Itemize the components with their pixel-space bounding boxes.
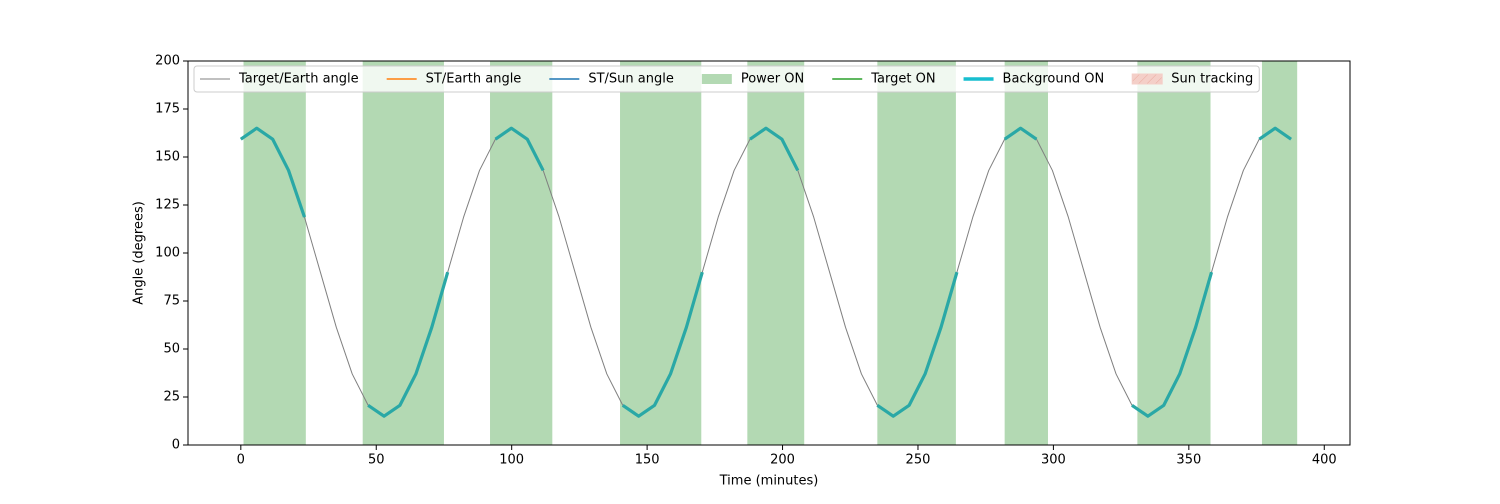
legend-label: Power ON (741, 72, 804, 87)
power-span (243, 61, 306, 445)
x-tick-label: 250 (906, 453, 931, 468)
legend-swatch (1131, 73, 1163, 85)
y-tick-label: 50 (163, 342, 180, 357)
x-tick-label: 0 (237, 453, 245, 468)
y-tick-label: 125 (155, 198, 180, 213)
plot-area (239, 61, 1298, 445)
power-span (1137, 61, 1211, 445)
x-tick-label: 300 (1041, 453, 1066, 468)
y-tick-label: 25 (163, 390, 180, 405)
y-tick-label: 0 (172, 438, 180, 453)
x-axis-label: Time (minutes) (719, 474, 819, 489)
legend-label: Sun tracking (1171, 72, 1253, 87)
legend-swatch (701, 74, 732, 84)
series-line (367, 271, 450, 418)
legend-label: ST/Sun angle (588, 72, 674, 87)
power-span (1004, 61, 1048, 445)
y-axis-label: Angle (degrees) (132, 201, 147, 305)
y-tick-label: 175 (155, 102, 180, 117)
legend-label: Target ON (870, 72, 935, 87)
power-span (362, 61, 444, 445)
legend-label: Target/Earth angle (238, 72, 359, 87)
x-tick-label: 150 (635, 453, 660, 468)
legend-label: Background ON (1003, 72, 1105, 87)
x-tick-label: 50 (368, 453, 385, 468)
series-line (239, 126, 306, 218)
power-span (877, 61, 956, 445)
power-span (620, 61, 702, 445)
power-span (747, 61, 805, 445)
x-tick-label: 350 (1176, 453, 1201, 468)
y-tick-label: 200 (155, 54, 180, 69)
series-line (876, 271, 959, 418)
series-line (494, 126, 545, 172)
x-tick-label: 400 (1312, 453, 1337, 468)
series-line (1258, 126, 1292, 141)
y-tick-label: 75 (163, 294, 180, 309)
y-tick-label: 150 (155, 150, 180, 165)
series-line (621, 271, 704, 418)
series-line (1131, 271, 1214, 418)
power-span (1261, 61, 1298, 445)
series-line (749, 126, 800, 172)
x-tick-label: 200 (770, 453, 795, 468)
x-tick-label: 100 (499, 453, 524, 468)
y-tick-label: 100 (155, 246, 180, 261)
legend-label: ST/Earth angle (426, 72, 522, 87)
series-line (1003, 126, 1038, 141)
power-span (490, 61, 553, 445)
